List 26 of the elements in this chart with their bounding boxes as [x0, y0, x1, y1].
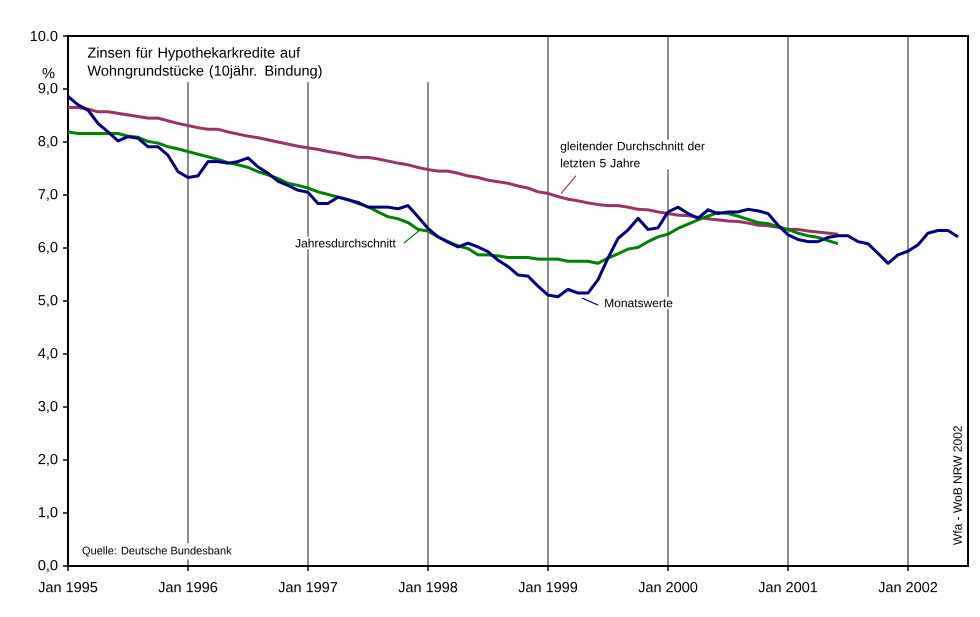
y-tick-label: 5,0 [38, 294, 58, 307]
y-tick-label: 10.0 [30, 30, 58, 42]
y-tick-label: 1,0 [38, 506, 58, 519]
y-tick-label: 4,0 [38, 348, 58, 360]
x-tick-label: Jan 1996 [158, 582, 218, 592]
y-axis-title: % [42, 68, 54, 78]
x-tick-label: Jan 2000 [638, 582, 698, 592]
x-tick-label: Jan 1999 [518, 582, 578, 592]
series-label: Jahresdurchschnitt [295, 238, 396, 248]
x-tick-label: Jan 1995 [38, 582, 98, 592]
x-tick-label: Jan 1998 [398, 582, 458, 592]
y-tick-label: 8,0 [38, 136, 58, 148]
x-tick-label: Jan 2002 [878, 582, 938, 592]
y-tick-label: 2,0 [38, 454, 58, 466]
y-tick-label: 6,0 [38, 242, 58, 254]
legend-label: Monatswerte [605, 298, 672, 308]
annotation: Quelle: Deutsche Bundesbank [82, 546, 232, 556]
text: gleitender Durchschnitt der letzten 5 Jahre [560, 142, 705, 168]
y-tick-label: 3,0 [38, 400, 58, 413]
y-tick-label: 9,0 [38, 82, 58, 95]
annotation: Wfa - WoB NRW 2002 [953, 426, 962, 546]
y-tick-label: 0,0 [38, 560, 58, 572]
x-tick-label: Jan 1997 [278, 582, 338, 592]
x-tick-label: Jan 2001 [758, 582, 818, 592]
text: Zinsen für Hypothekarkredite auf Wohngrundstücke (10jähr. Bindung) [87, 47, 322, 79]
y-tick-label: 7,0 [38, 188, 58, 201]
